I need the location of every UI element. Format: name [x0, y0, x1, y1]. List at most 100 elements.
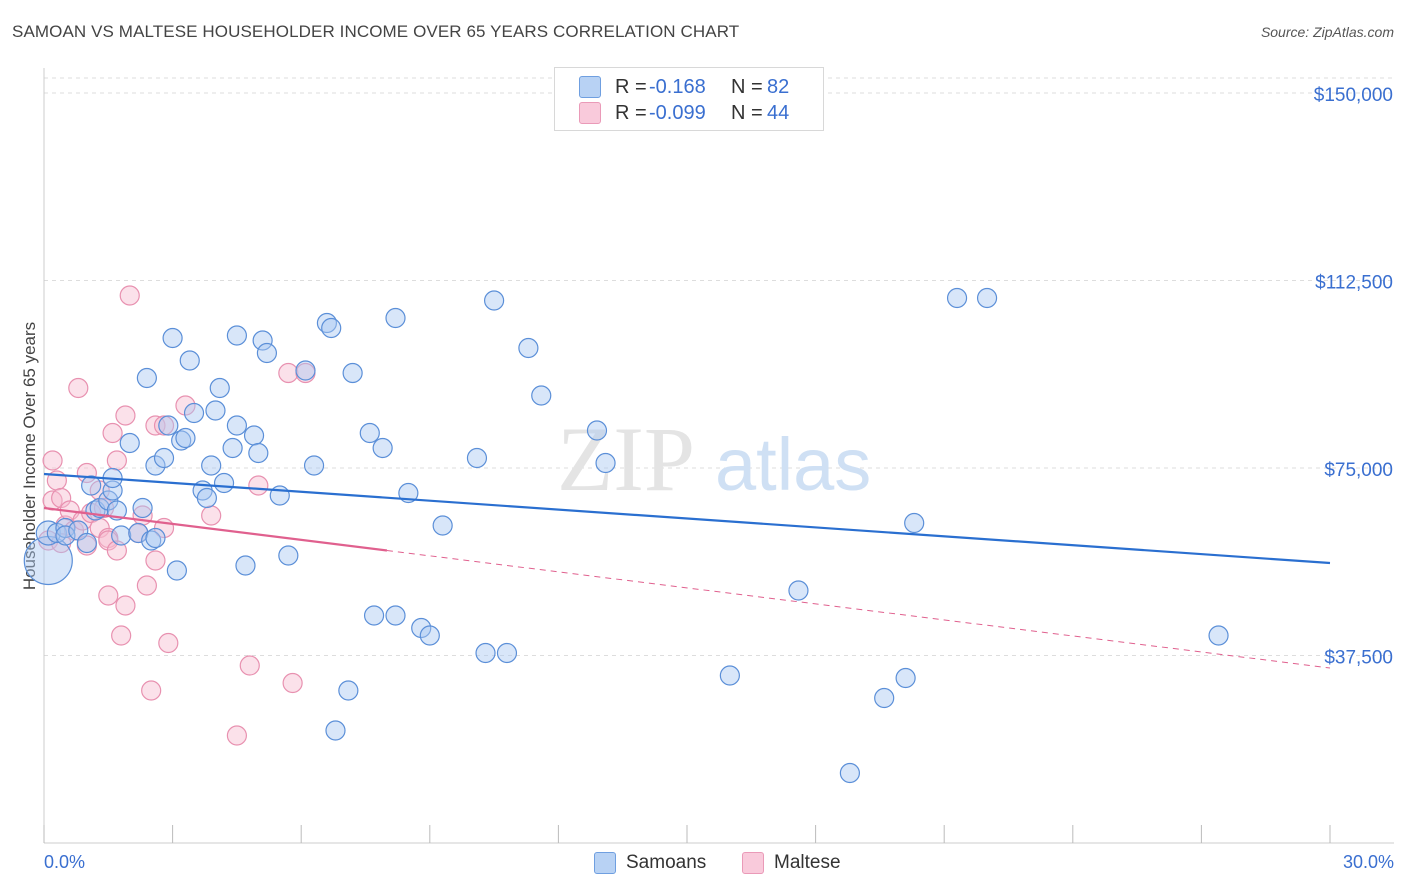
samoan-point	[213, 472, 235, 494]
samoan-point	[119, 432, 140, 454]
y-tick-label: $150,000	[1314, 85, 1393, 106]
samoan-point	[205, 400, 226, 421]
samoan-point	[226, 415, 247, 436]
samoan-point	[303, 455, 325, 476]
legend-label-maltese: Maltese	[774, 852, 841, 873]
maltese-point	[42, 450, 63, 471]
samoan-point	[531, 385, 552, 406]
samoan-point	[419, 625, 440, 646]
samoan-point	[518, 337, 539, 359]
maltese-point	[115, 595, 136, 616]
watermark-zip: ZIP	[557, 408, 695, 510]
maltese-point	[141, 680, 162, 701]
maltese-swatch	[742, 852, 764, 874]
n-label: N =	[731, 75, 763, 98]
samoan-point	[81, 475, 102, 496]
legend-row-samoans: R = -0.168 N = 82	[579, 74, 789, 100]
samoan-point	[76, 532, 97, 554]
maltese-point	[111, 625, 132, 646]
samoan-point	[788, 580, 809, 601]
maltese-point	[68, 377, 89, 399]
watermark: ZIP atlas	[557, 408, 871, 510]
maltese-point	[145, 550, 166, 571]
samoan-point	[372, 437, 393, 459]
samoan-point	[235, 555, 256, 576]
samoan-point	[475, 642, 496, 664]
maltese-point	[226, 725, 247, 746]
r-label: R =	[615, 101, 647, 124]
samoan-points	[23, 287, 1229, 784]
samoan-point	[166, 560, 187, 581]
samoan-point	[363, 605, 385, 626]
samoan-point	[55, 517, 76, 539]
samoan-point	[359, 422, 380, 444]
maltese-point	[239, 655, 260, 676]
samoan-point	[338, 680, 359, 701]
maltese-point	[106, 450, 127, 471]
maltese-point	[102, 422, 123, 444]
x-axis-max-label: 30.0%	[1342, 852, 1394, 872]
correlation-legend: R = -0.168 N = 82 R = -0.099 N = 44	[554, 67, 824, 131]
samoan-point	[874, 687, 895, 709]
y-tick-labels: $37,500 $75,000 $112,500 $150,000	[1314, 85, 1393, 669]
samoan-point	[248, 442, 269, 464]
legend-row-maltese: R = -0.099 N = 44	[579, 100, 789, 126]
samoan-point	[256, 342, 278, 364]
maltese-point	[158, 632, 179, 654]
y-tick-label: $37,500	[1324, 648, 1393, 669]
trend-lines	[43, 472, 1331, 669]
samoan-point	[196, 487, 217, 509]
samoan-point	[278, 545, 299, 566]
n-label: N =	[731, 101, 763, 124]
maltese-point	[175, 395, 196, 416]
samoan-point	[484, 290, 505, 311]
samoan-point	[398, 482, 419, 504]
r-value: -0.168	[649, 75, 706, 98]
r-value: -0.099	[649, 101, 706, 124]
maltese-point	[98, 585, 119, 606]
samoans-trend-line	[43, 472, 1331, 565]
y-tick-label: $112,500	[1315, 273, 1393, 294]
samoan-point	[839, 762, 860, 784]
n-value: 82	[767, 75, 790, 98]
samoan-point	[895, 667, 916, 689]
source-credit: Source: ZipAtlas.com	[1260, 24, 1394, 40]
maltese-point	[201, 505, 222, 526]
samoan-point	[106, 500, 127, 521]
samoan-point	[595, 452, 616, 474]
maltese-point	[115, 405, 136, 426]
maltese-point	[282, 672, 303, 694]
samoan-point	[586, 420, 608, 441]
samoans-swatch	[594, 852, 616, 874]
samoan-point	[145, 527, 166, 549]
samoan-point	[385, 605, 406, 626]
samoan-point	[111, 525, 132, 546]
samoan-point	[175, 427, 196, 449]
samoan-point	[153, 447, 175, 469]
samoan-point	[201, 455, 222, 476]
samoan-point	[321, 317, 342, 339]
samoan-point	[904, 512, 925, 534]
legend-item-samoans: Samoans	[594, 852, 706, 874]
maltese-trend-extension	[386, 550, 1331, 669]
legend-item-maltese: Maltese	[742, 852, 841, 874]
samoan-point	[252, 330, 273, 351]
maltese-trend-line	[43, 506, 388, 552]
x-axis-min-label: 0.0%	[44, 852, 86, 872]
samoan-point	[162, 327, 183, 349]
samoan-point	[325, 720, 346, 741]
samoan-point	[145, 455, 166, 476]
samoan-point	[411, 617, 432, 639]
chart-title: SAMOAN VS MALTESE HOUSEHOLDER INCOME OVE…	[12, 22, 740, 41]
samoan-point	[466, 447, 488, 469]
samoan-point	[179, 350, 200, 371]
samoan-point	[342, 362, 363, 384]
maltese-swatch	[579, 102, 601, 124]
samoan-point	[432, 515, 453, 536]
maltese-point	[119, 285, 140, 306]
maltese-point	[278, 362, 299, 384]
samoan-point	[295, 360, 316, 381]
n-value: 44	[767, 101, 790, 124]
maltese-point	[153, 415, 175, 436]
